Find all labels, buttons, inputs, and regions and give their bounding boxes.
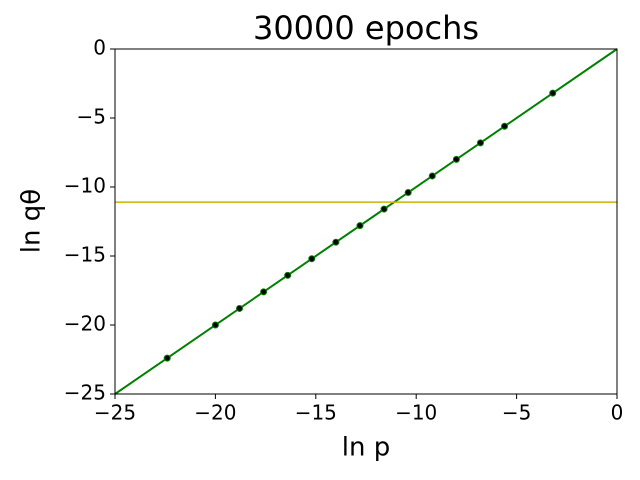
- x-tick-label: −5: [502, 401, 531, 425]
- y-axis-label: ln qθ: [17, 189, 47, 253]
- point: [452, 155, 460, 163]
- point: [356, 222, 364, 230]
- x-tick-label: 0: [611, 401, 624, 425]
- y-tick-label: 0: [93, 36, 106, 60]
- y-tick-label: −25: [64, 381, 106, 405]
- x-tick-label: −25: [94, 401, 136, 425]
- diagonal-line: [114, 48, 618, 395]
- point: [235, 304, 243, 312]
- point: [284, 271, 292, 279]
- x-tick-label: −15: [295, 401, 337, 425]
- point: [163, 354, 171, 362]
- point: [501, 122, 509, 130]
- point: [476, 139, 484, 147]
- x-tick-label: −20: [194, 401, 236, 425]
- point: [308, 255, 316, 263]
- point: [380, 205, 388, 213]
- y-tick-label: −10: [64, 174, 106, 198]
- x-axis-label: ln p: [342, 433, 390, 463]
- x-tick-label: −10: [395, 401, 437, 425]
- y-tick-label: −5: [77, 105, 106, 129]
- y-tick-label: −20: [64, 312, 106, 336]
- point: [211, 321, 219, 329]
- y-tick-label: −15: [64, 243, 106, 267]
- point: [332, 238, 340, 246]
- point: [428, 172, 436, 180]
- plot-frame: [114, 48, 618, 395]
- chart-title: 30000 epochs: [253, 9, 479, 47]
- point: [404, 189, 412, 197]
- point: [549, 89, 557, 97]
- point: [260, 288, 268, 296]
